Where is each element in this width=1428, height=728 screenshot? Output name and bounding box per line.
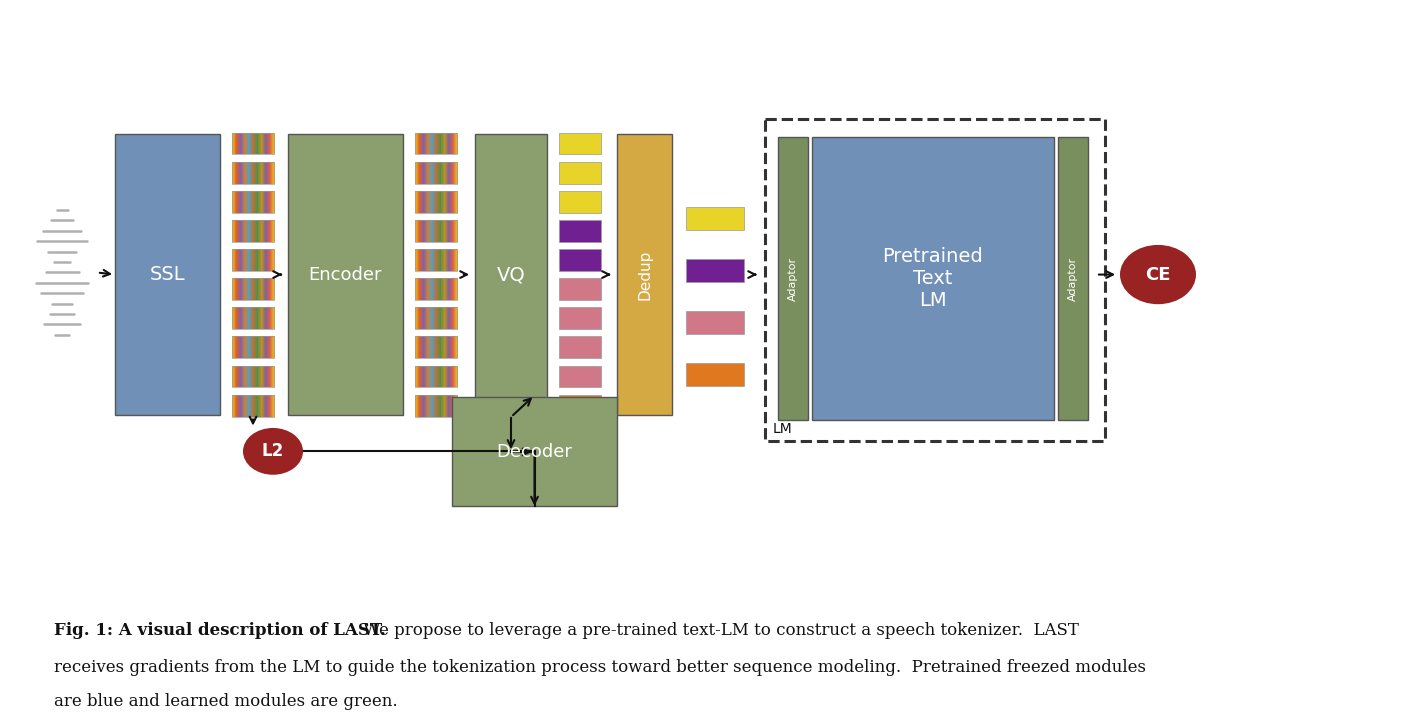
Bar xyxy=(416,307,457,329)
Bar xyxy=(558,162,601,183)
Bar xyxy=(416,249,457,271)
Bar xyxy=(416,365,457,387)
Bar xyxy=(558,336,601,358)
Text: Adaptor: Adaptor xyxy=(788,257,798,301)
Bar xyxy=(617,134,673,415)
Bar xyxy=(558,307,601,329)
Bar xyxy=(231,220,274,242)
Bar xyxy=(453,397,617,507)
Bar xyxy=(813,138,1054,420)
Bar xyxy=(685,363,744,386)
Bar xyxy=(416,336,457,358)
Bar xyxy=(116,134,220,415)
Bar xyxy=(416,191,457,213)
Bar xyxy=(231,336,274,358)
Bar xyxy=(231,395,274,416)
Bar xyxy=(1058,138,1088,420)
Bar xyxy=(558,191,601,213)
Text: CE: CE xyxy=(1145,266,1171,284)
Bar xyxy=(765,119,1105,441)
Bar xyxy=(558,132,601,154)
Bar xyxy=(288,134,403,415)
Text: We propose to leverage a pre-trained text-LM to construct a speech tokenizer.  L: We propose to leverage a pre-trained tex… xyxy=(358,622,1080,639)
Bar xyxy=(231,132,274,154)
Ellipse shape xyxy=(1120,245,1197,304)
Text: LM: LM xyxy=(773,422,793,436)
Text: receives gradients from the LM to guide the tokenization process toward better s: receives gradients from the LM to guide … xyxy=(54,659,1147,676)
Text: L2: L2 xyxy=(261,443,284,460)
Text: Pretrained
Text
LM: Pretrained Text LM xyxy=(883,248,984,310)
Bar xyxy=(558,220,601,242)
Bar xyxy=(685,207,744,230)
Bar xyxy=(416,278,457,300)
Bar xyxy=(416,395,457,416)
Text: VQ: VQ xyxy=(497,265,526,284)
Ellipse shape xyxy=(243,428,303,475)
Text: SSL: SSL xyxy=(150,265,186,284)
Text: Encoder: Encoder xyxy=(308,266,383,284)
Bar xyxy=(416,220,457,242)
Text: are blue and learned modules are green.: are blue and learned modules are green. xyxy=(54,693,398,710)
Bar xyxy=(778,138,808,420)
Bar xyxy=(231,278,274,300)
Bar xyxy=(231,365,274,387)
Bar xyxy=(558,249,601,271)
Bar xyxy=(416,162,457,183)
Text: Decoder: Decoder xyxy=(497,443,573,461)
Bar xyxy=(558,365,601,387)
Text: Adaptor: Adaptor xyxy=(1068,257,1078,301)
Text: Fig. 1: A visual description of LAST.: Fig. 1: A visual description of LAST. xyxy=(54,622,386,639)
Bar xyxy=(685,311,744,334)
Bar xyxy=(231,191,274,213)
Bar xyxy=(416,132,457,154)
Text: Dedup: Dedup xyxy=(637,250,653,300)
Bar xyxy=(231,162,274,183)
Bar xyxy=(558,395,601,416)
Bar xyxy=(476,134,547,415)
Bar xyxy=(231,249,274,271)
Bar xyxy=(231,307,274,329)
Bar xyxy=(685,259,744,282)
Bar xyxy=(558,278,601,300)
